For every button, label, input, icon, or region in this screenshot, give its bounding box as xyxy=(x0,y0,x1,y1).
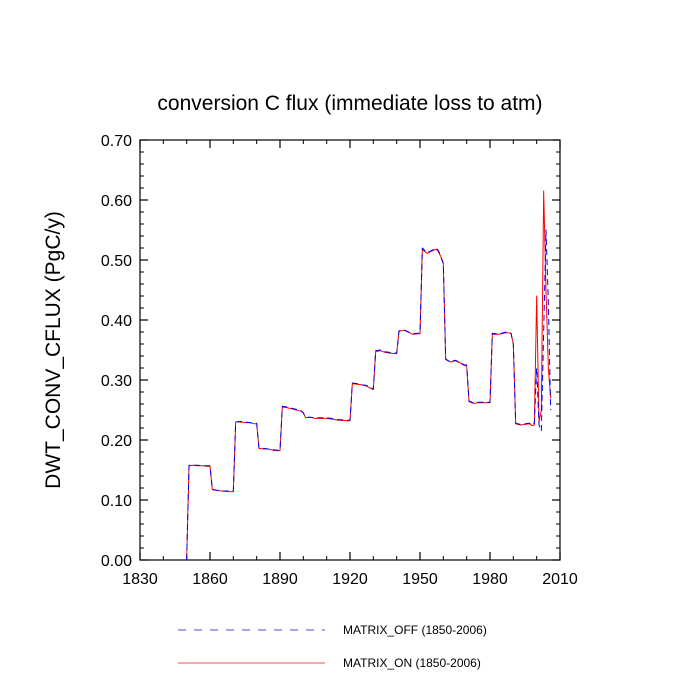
legend: MATRIX_OFF (1850-2006) MATRIX_ON (1850-20… xyxy=(178,623,487,670)
y-axis-label: DWT_CONV_CFLUX (PgC/y) xyxy=(42,211,65,489)
y-tick-label: 0.30 xyxy=(101,373,132,390)
y-tick-label: 0.20 xyxy=(101,433,132,450)
plot-axes: 1830 1860 1890 1920 1950 1980 2010 0.00 0.10 0.20… xyxy=(101,133,578,588)
y-tick-label: 0.50 xyxy=(101,253,132,270)
x-tick-label: 1860 xyxy=(192,571,228,588)
x-tick-label: 2010 xyxy=(542,571,578,588)
series-layer xyxy=(186,190,552,561)
y-tick-label: 0.60 xyxy=(101,193,132,210)
series-line-matrix-on xyxy=(186,190,552,561)
plot-frame xyxy=(139,139,561,561)
chart-title: conversion C flux (immediate loss to atm… xyxy=(157,92,542,115)
y-tick-label: 0.00 xyxy=(101,553,132,570)
x-tick-label: 1920 xyxy=(332,571,368,588)
legend-label: MATRIX_ON (1850-2006) xyxy=(343,656,481,670)
y-tick-label: 0.40 xyxy=(101,313,132,330)
series-line-matrix-off xyxy=(186,229,552,561)
x-tick-label: 1830 xyxy=(122,571,158,588)
x-tick-label: 1890 xyxy=(262,571,298,588)
x-tick-label: 1980 xyxy=(472,571,508,588)
x-tick-label: 1950 xyxy=(402,571,438,588)
y-tick-label: 0.70 xyxy=(101,133,132,150)
y-tick-label: 0.10 xyxy=(101,493,132,510)
legend-label: MATRIX_OFF (1850-2006) xyxy=(343,623,487,637)
